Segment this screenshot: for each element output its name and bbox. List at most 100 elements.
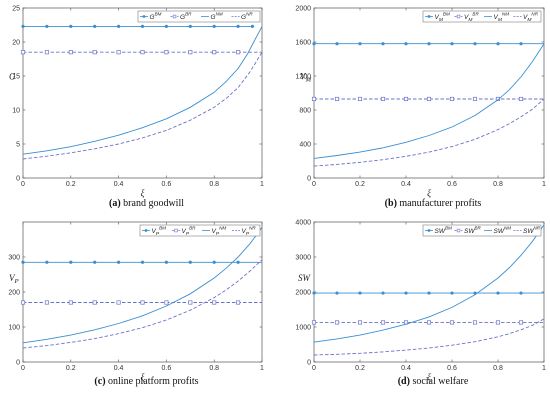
y-tick-label: 10 <box>12 108 20 115</box>
series-point <box>427 42 431 46</box>
legend-marker <box>172 14 177 19</box>
series-point <box>404 42 408 46</box>
series-point <box>358 291 362 295</box>
series-point <box>236 260 240 264</box>
legend-box <box>422 224 542 237</box>
legend-entry: SWNM <box>494 225 512 235</box>
y-tick-label: 100 <box>8 325 20 332</box>
series-point <box>311 320 317 325</box>
x-tick-label: 1 <box>260 365 264 372</box>
series-point <box>117 260 121 264</box>
series-point <box>44 300 49 305</box>
series-line <box>22 259 263 349</box>
series-line <box>313 43 545 159</box>
x-tick-label: 1 <box>542 181 546 188</box>
series-point <box>164 260 168 264</box>
series-line <box>313 318 545 356</box>
x-tick-label: 0.8 <box>209 365 219 372</box>
x-tick-label: 0 <box>21 181 25 188</box>
series-point <box>381 42 385 46</box>
y-tick-label: 400 <box>299 142 311 149</box>
series-point <box>450 291 454 295</box>
legend-box <box>137 10 261 23</box>
series-point <box>518 96 524 102</box>
series-point <box>117 24 121 28</box>
series-point <box>93 24 97 28</box>
series-point <box>212 300 217 305</box>
legend-entry: SWBR <box>464 225 482 235</box>
y-axis-label: VM <box>300 71 312 83</box>
x-tick-label: 0.6 <box>447 181 457 188</box>
legend-entry: VPNR <box>242 225 257 237</box>
y-tick-label: 1000 <box>295 325 311 332</box>
series-point <box>21 24 25 28</box>
y-tick-label: 2000 <box>295 6 311 13</box>
series-point <box>188 260 192 264</box>
x-axis-label: ξ <box>141 372 145 382</box>
series-point <box>312 291 316 295</box>
legend: VPBM VPBR VPNM VPNR <box>139 224 261 237</box>
legend-entry: GNM <box>211 11 223 21</box>
y-axis-label: G <box>9 71 16 81</box>
y-tick-label: 0 <box>307 360 311 367</box>
x-tick-label: 0.8 <box>493 181 503 188</box>
y-axis-label: VP <box>9 273 19 285</box>
x-tick-label: 0.4 <box>114 365 124 372</box>
y-tick-label: 20 <box>12 40 20 47</box>
series-line <box>313 98 545 167</box>
legend-entry: VMNM <box>494 11 510 23</box>
legend-entry: GBM <box>150 11 162 21</box>
series-point <box>334 96 340 102</box>
series-point <box>311 96 317 102</box>
legend-marker <box>456 14 461 19</box>
legend: VMBM VMBR VMNM VMNR <box>422 10 542 23</box>
series-point <box>381 291 385 295</box>
x-tick-label: 0.4 <box>114 181 124 188</box>
series-point <box>188 50 193 55</box>
panel-caption: (a) brand goodwill <box>109 198 184 209</box>
x-axis-label: ξ <box>427 188 431 198</box>
series-line <box>313 224 545 343</box>
legend-entry: SWBM <box>435 225 453 235</box>
series-point <box>44 50 49 55</box>
x-axis-label: ξ <box>141 188 145 198</box>
series-point <box>20 300 26 305</box>
legend: SWBM SWBR SWNM SWNR <box>422 224 542 237</box>
legend-marker <box>427 229 431 232</box>
series-point <box>45 24 49 28</box>
y-tick-label: 0 <box>307 176 311 183</box>
series-point <box>140 24 145 28</box>
series-point <box>140 260 145 264</box>
series-point <box>450 42 454 46</box>
series-point <box>116 50 121 55</box>
series-point <box>380 96 386 102</box>
series-point <box>164 50 169 55</box>
y-tick-label: 3000 <box>295 255 311 262</box>
series-point <box>116 300 121 305</box>
series-point <box>250 24 255 28</box>
panel-b: 0 0.2 0.4 0.6 0.8 1 0 400 800 1200 1600 2000 ξ VM VMBM… <box>295 6 546 210</box>
series-point <box>473 42 477 46</box>
legend-entry: GNR <box>241 11 253 21</box>
x-tick-label: 1 <box>542 365 546 372</box>
series-point <box>357 96 363 102</box>
x-tick-label: 0.2 <box>355 181 365 188</box>
x-tick-label: 0.2 <box>66 181 76 188</box>
panel-caption: (b) manufacturer profits <box>385 198 482 209</box>
legend-marker <box>144 229 148 232</box>
series-point <box>519 291 523 295</box>
series-point <box>518 320 524 325</box>
legend-entry: VPBR <box>182 225 197 237</box>
series-point <box>164 300 169 305</box>
series-point <box>426 96 432 102</box>
y-axis-label: SW <box>298 273 312 283</box>
series-point <box>92 50 97 55</box>
plot-area-c <box>22 221 263 363</box>
x-tick-label: 0.2 <box>66 365 76 372</box>
series-point <box>495 320 501 325</box>
series-point <box>212 260 216 264</box>
legend-entry: VMBR <box>464 11 479 23</box>
series-point <box>140 300 145 305</box>
